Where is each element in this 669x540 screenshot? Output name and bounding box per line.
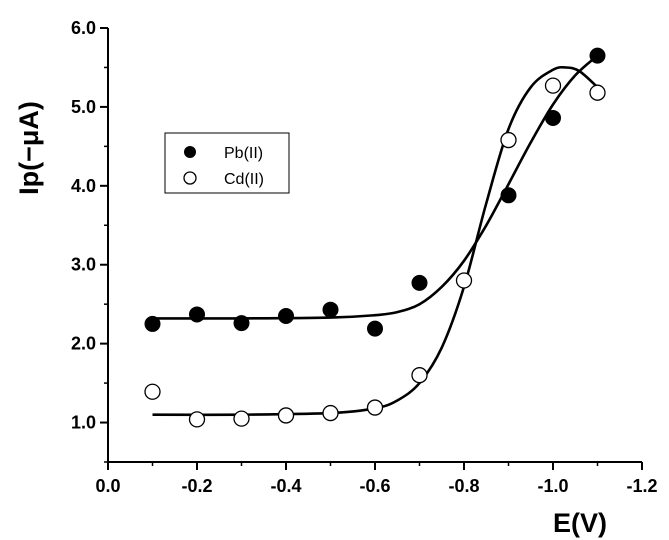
data-point-cd [233,410,250,427]
y-tick-label: 2.0 [71,334,96,354]
legend-marker-cd [183,171,197,185]
legend-label-pb: Pb(II) [224,145,263,162]
data-point-cd [188,411,206,428]
y-ticks: 1.0 2.0 3.0 4.0 5.0 6.0 [71,18,108,463]
y-tick-label: 5.0 [71,97,96,117]
x-tick-label: -0.8 [448,476,479,496]
x-tick-label: -1.0 [537,476,568,496]
data-point-cd [411,367,428,384]
data-point-pb [589,47,606,64]
fit-curve-pb [152,54,599,320]
data-point-cd [277,407,295,424]
data-point-cd [500,131,517,149]
data-point-pb [189,306,205,323]
data-points [144,47,606,428]
y-tick-label: 6.0 [71,18,96,38]
y-tick-label: 4.0 [71,176,96,196]
data-point-pb [233,315,250,332]
data-point-cd [544,77,562,94]
data-point-pb [500,187,517,204]
data-point-pb [322,301,339,318]
fit-curves [152,54,599,417]
data-point-pb [278,308,294,325]
y-axis-title: Ip(−μA) [14,101,44,195]
data-point-cd [144,383,161,400]
legend-marker-pb [184,146,196,158]
y-tick-label: 3.0 [71,255,96,275]
x-axis-title: E(V) [553,508,607,538]
data-point-cd [589,84,606,101]
data-point-cd [322,404,339,422]
legend: Pb(II) Cd(II) [164,132,290,194]
x-tick-label: 0.0 [95,476,120,496]
data-point-pb [545,109,561,126]
data-point-pb [367,320,383,337]
legend-label-cd: Cd(II) [224,171,264,188]
data-point-cd [366,399,384,416]
data-point-pb [144,315,161,332]
x-tick-label: -0.2 [181,476,212,496]
fit-curve-cd [152,65,599,417]
y-tick-label: 1.0 [71,413,96,433]
x-ticks: 0.0 -0.2 -0.4 -0.6 -0.8 -1.0 -1.2 [95,462,658,496]
x-tick-label: -1.2 [626,476,657,496]
data-point-cd [455,272,473,289]
data-point-pb [411,274,428,291]
x-tick-label: -0.4 [270,476,301,496]
x-tick-label: -0.6 [359,476,390,496]
